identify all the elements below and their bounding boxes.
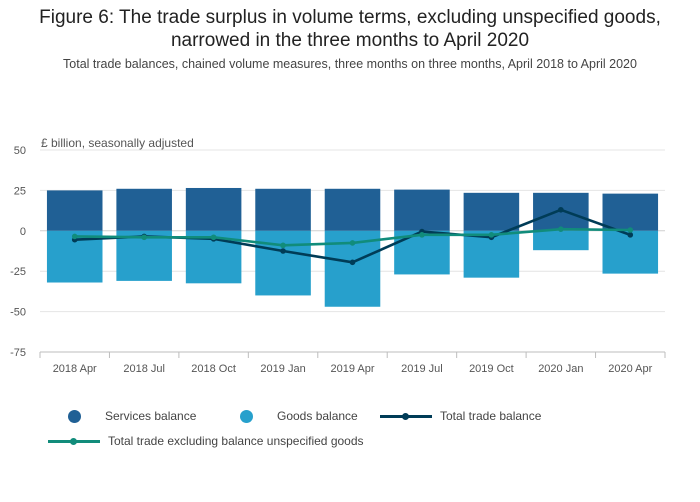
- x-tick-label: 2019 Apr: [330, 363, 374, 375]
- x-tick-label: 2018 Jul: [123, 363, 165, 375]
- x-tick-label: 2018 Oct: [191, 363, 236, 375]
- x-tick-label: 2019 Jul: [401, 363, 443, 375]
- y-tick-label: 25: [14, 185, 26, 197]
- point-total-trade-balance: [627, 232, 634, 238]
- point-total-trade-balance: [349, 259, 356, 266]
- point-total-trade-excluding-balance-unspecified-goods: [488, 232, 495, 238]
- bar-services-balance: [255, 188, 311, 231]
- bar-services-balance: [463, 192, 520, 231]
- bar-goods-balance: [602, 230, 659, 274]
- point-total-trade-excluding-balance-unspecified-goods: [419, 232, 425, 238]
- y-tick-label: -50: [10, 307, 26, 319]
- bar-goods-balance: [255, 230, 311, 296]
- point-total-trade-balance: [558, 206, 564, 213]
- bar-services-balance: [46, 190, 103, 231]
- point-total-trade-excluding-balance-unspecified-goods: [349, 240, 356, 246]
- y-tick-label: 0: [20, 226, 26, 238]
- chart-title: Figure 6: The trade surplus in volume te…: [39, 7, 661, 51]
- bar-services-balance: [185, 187, 242, 231]
- bar-goods-balance: [533, 230, 589, 251]
- chart-subtitle: Total trade balances, chained volume mea…: [63, 57, 637, 71]
- bar-services-balance: [602, 193, 659, 231]
- bar-services-balance: [324, 188, 381, 231]
- point-total-trade-excluding-balance-unspecified-goods: [627, 227, 634, 233]
- x-tick-label: 2020 Apr: [608, 363, 652, 375]
- point-total-trade-excluding-balance-unspecified-goods: [280, 242, 286, 249]
- y-tick-label: -25: [10, 266, 26, 278]
- y-tick-label: -75: [10, 347, 26, 359]
- x-tick-label: 2018 Apr: [53, 363, 97, 375]
- x-tick-label: 2019 Oct: [469, 363, 514, 375]
- y-tick-label: 50: [14, 145, 26, 157]
- point-total-trade-balance: [280, 248, 286, 254]
- bar-services-balance: [394, 189, 450, 231]
- point-total-trade-excluding-balance-unspecified-goods: [71, 233, 78, 240]
- y-axis-label: £ billion, seasonally adjusted: [41, 136, 194, 150]
- x-tick-label: 2019 Jan: [260, 363, 305, 375]
- point-total-trade-excluding-balance-unspecified-goods: [141, 234, 147, 241]
- bar-services-balance: [116, 188, 172, 231]
- point-total-trade-excluding-balance-unspecified-goods: [210, 234, 217, 241]
- x-tick-label: 2020 Jan: [538, 363, 583, 375]
- point-total-trade-excluding-balance-unspecified-goods: [558, 226, 564, 232]
